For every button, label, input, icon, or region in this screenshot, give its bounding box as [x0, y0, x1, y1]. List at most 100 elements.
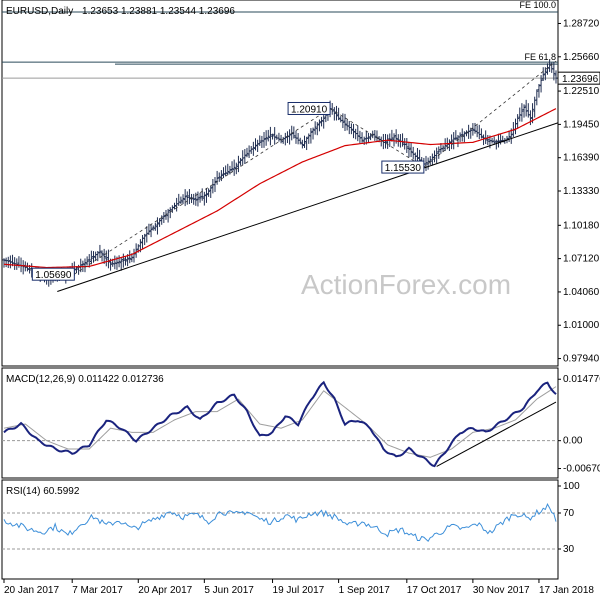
price-annotation-label: 1.15530	[385, 163, 422, 174]
price-tick-label: 1.25660	[563, 52, 600, 63]
price-tick-label: 1.07120	[563, 254, 600, 265]
ohlc-bar	[262, 132, 266, 148]
ohlc-bar	[383, 133, 387, 149]
ohlc-bar	[85, 256, 89, 266]
macd-line	[3, 380, 557, 468]
ohlc-bar	[300, 139, 304, 149]
rsi-tick-label: 70	[563, 508, 575, 519]
ohlc-bar	[153, 222, 157, 231]
ohlc-bar	[535, 89, 539, 106]
wave-connector	[329, 108, 425, 168]
ohlc-bar	[6, 256, 10, 268]
ohlc-bar	[179, 196, 183, 204]
ohlc-bar	[83, 258, 87, 273]
ohlc-bar	[166, 208, 170, 223]
price-annotation-label: 1.20910	[291, 104, 328, 115]
ohlc-bar	[452, 132, 456, 150]
ohlc-bar	[315, 122, 319, 136]
ohlc-bar	[100, 250, 104, 262]
ohlc-bar	[415, 147, 419, 163]
ohlc-bar	[236, 155, 240, 173]
price-annotation-box	[287, 101, 331, 115]
ohlc-bar	[149, 223, 153, 238]
x-tick-label: 20 Jan 2017	[4, 585, 59, 596]
ohlc-bar	[147, 223, 151, 236]
ohlc-bar	[271, 133, 275, 140]
ohlc-readout: 1.23653 1.23881 1.23544 1.23696	[82, 6, 235, 17]
macd-trendline	[436, 401, 557, 467]
ohlc-bar	[343, 113, 347, 132]
ohlc-bar	[2, 258, 6, 268]
x-tick-label: 17 Jan 2018	[539, 585, 594, 596]
price-tick-label: 1.28720	[563, 18, 600, 29]
macd-title: MACD(12,26,9) 0.011422 0.012736	[6, 374, 164, 385]
ohlc-bar	[217, 172, 221, 182]
ohlc-bar	[522, 104, 526, 118]
price-tick-label: 1.16390	[563, 153, 600, 164]
ohlc-bar	[253, 138, 257, 151]
price-tick-label: 1.04060	[563, 287, 600, 298]
fe618-label: FE 61.8	[524, 52, 556, 62]
ohlc-bar	[121, 253, 125, 268]
ohlc-bar	[496, 133, 500, 148]
ohlc-bar	[204, 188, 208, 203]
ohlc-bar	[117, 255, 121, 268]
ohlc-bar	[337, 107, 341, 121]
ohlc-bar	[407, 142, 411, 158]
ohlc-bar	[245, 147, 249, 158]
ohlc-bar	[226, 163, 230, 176]
ohlc-bar	[458, 132, 462, 143]
ohlc-bar	[322, 115, 326, 129]
ohlc-bar	[462, 131, 466, 142]
ohlc-bar	[202, 191, 206, 206]
ohlc-bar	[119, 257, 123, 271]
rsi-panel	[1, 479, 559, 580]
macd-signal-line	[3, 386, 557, 458]
price-tick-label: 1.19450	[563, 119, 600, 130]
ohlc-bar	[98, 244, 102, 258]
current-price-box	[557, 71, 600, 85]
ohlc-bar	[409, 142, 413, 158]
ohlc-bar	[366, 133, 370, 143]
wave-connector	[423, 60, 557, 168]
macd-tick-label: 0.014776	[563, 374, 600, 385]
rsi-tick-label: 100	[563, 481, 580, 492]
ohlc-bar	[277, 132, 281, 142]
ohlc-bar	[192, 193, 196, 205]
ohlc-bar	[222, 167, 226, 179]
x-tick-label: 17 Oct 2017	[407, 585, 462, 596]
ohlc-bar	[520, 103, 524, 122]
price-tick-label: 1.10180	[563, 220, 600, 231]
ohlc-bar	[292, 126, 296, 139]
price-trendline	[57, 122, 559, 292]
ohlc-bar	[499, 133, 503, 145]
ohlc-bar	[479, 128, 483, 139]
ohlc-bar	[228, 165, 232, 175]
ohlc-bar	[224, 165, 228, 176]
ohlc-bar	[209, 185, 213, 198]
price-tick-label: 1.13330	[563, 186, 600, 197]
ohlc-bar	[143, 233, 147, 246]
current-price-label: 1.23696	[562, 74, 599, 85]
ohlc-bar	[373, 130, 377, 141]
ohlc-bar	[207, 188, 211, 197]
x-tick-label: 19 Jul 2017	[273, 585, 325, 596]
ohlc-bar	[528, 110, 532, 126]
ohlc-bar	[494, 139, 498, 150]
ohlc-bar	[151, 225, 155, 231]
ohlc-bar	[264, 130, 268, 146]
price-layer: FE 100.0 FE 61.8 1.20910 1.15530 1.05690	[2, 0, 559, 292]
ohlc-bar	[396, 134, 400, 147]
ohlc-bar	[185, 191, 189, 205]
ohlc-bar	[543, 67, 547, 81]
ohlc-bar	[305, 136, 309, 151]
macd-tick-label: -0.006705	[563, 464, 600, 475]
wave-connector	[74, 108, 331, 275]
ohlc-bar	[183, 189, 187, 207]
ohlc-bar	[390, 129, 394, 142]
ohlc-bar	[273, 127, 277, 145]
ohlc-bar	[320, 116, 324, 127]
ohlc-bar	[307, 133, 311, 144]
ohlc-bar	[89, 250, 93, 265]
ohlc-bar	[405, 137, 409, 154]
